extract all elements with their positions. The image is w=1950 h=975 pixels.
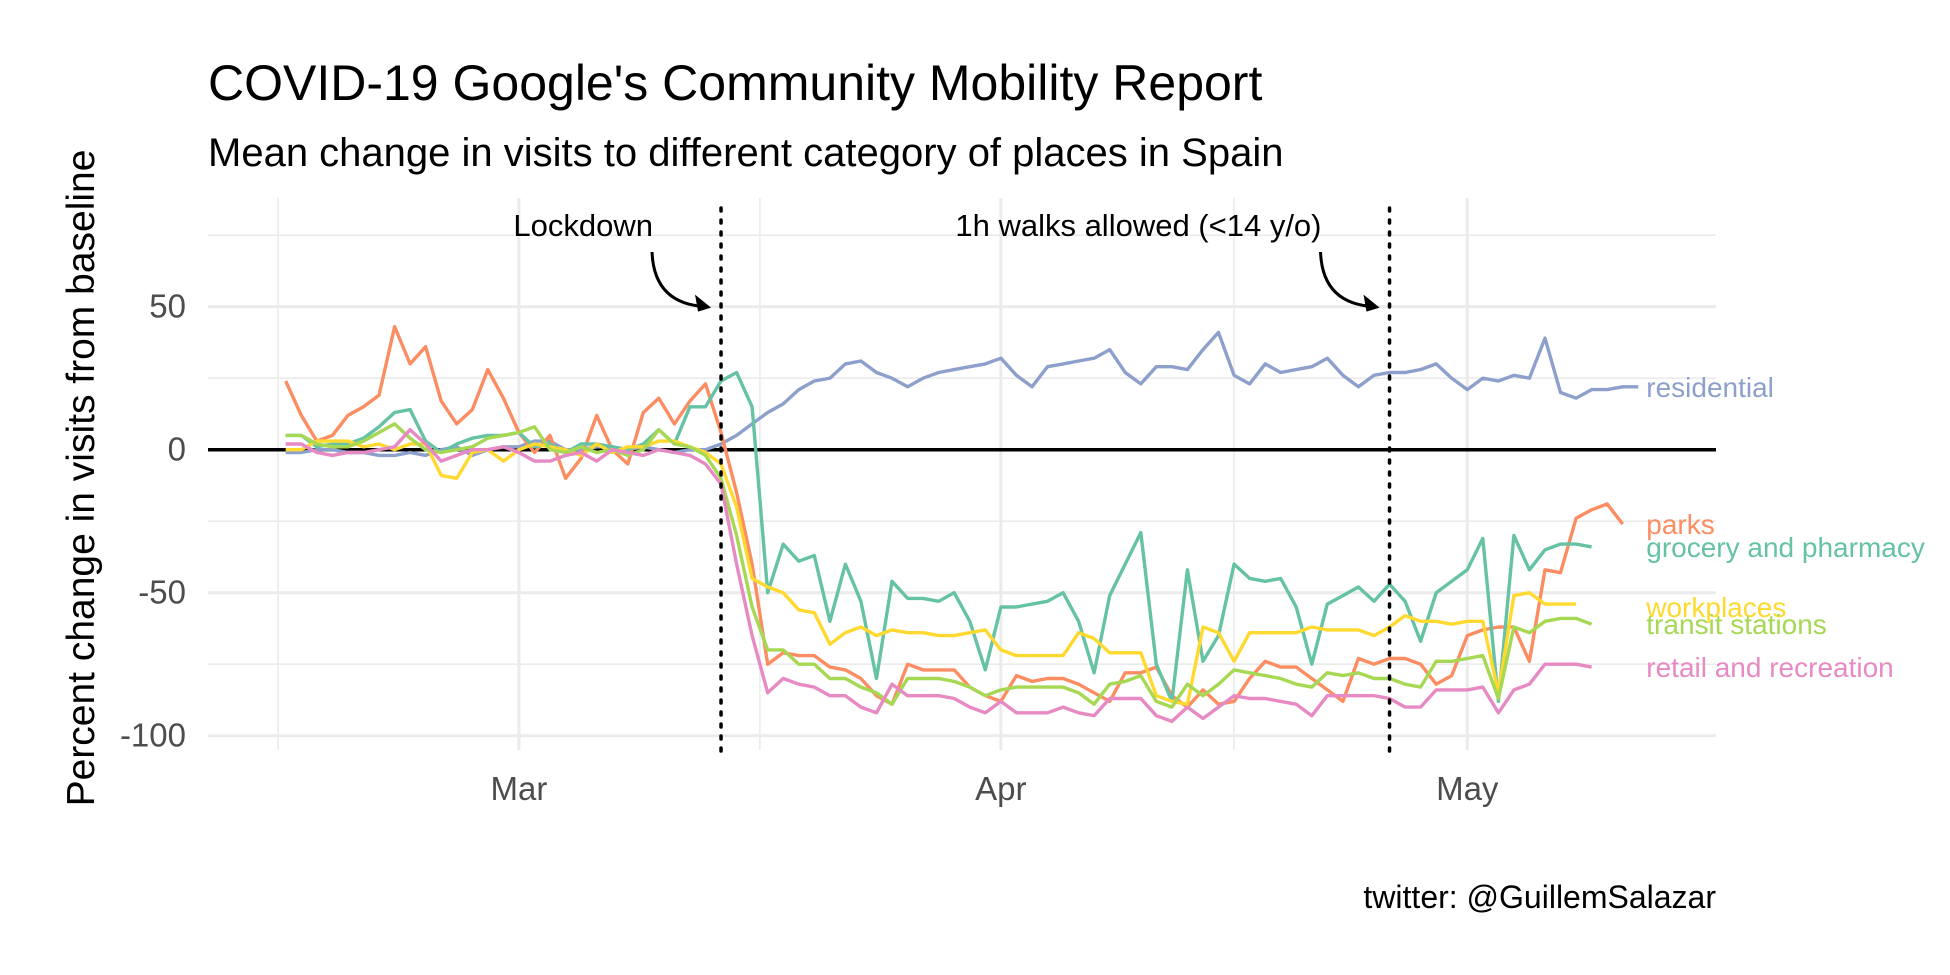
x-axis-ticks: Mar Apr May: [491, 770, 1499, 807]
chart-caption: twitter: @GuillemSalazar: [1363, 879, 1716, 915]
event-markers: Lockdown 1h walks allowed (<14 y/o): [513, 206, 1392, 760]
series-line-retail-and-recreation: [285, 428, 1592, 724]
event-label: Lockdown: [513, 208, 653, 243]
event-arrow: [1319, 251, 1376, 309]
y-tick-label: -100: [120, 717, 186, 754]
end-label-workplaces: workplaces: [1645, 592, 1786, 623]
series-line-residential: [285, 330, 1639, 458]
y-tick-label: 0: [168, 431, 186, 468]
event-arrowhead: [695, 294, 712, 312]
end-label-retail-and-recreation: retail and recreation: [1646, 652, 1893, 683]
series-line-parks: [284, 325, 1625, 709]
series-line-transit-stations: [285, 422, 1593, 709]
series-lines: [284, 325, 1639, 724]
event-arrow: [650, 251, 708, 309]
x-tick-label: Mar: [491, 770, 548, 807]
y-axis-ticks: 50 0 -50 -100: [120, 288, 186, 754]
series-line-grocery-and-pharmacy: [285, 370, 1592, 704]
end-label-grocery-and-pharmacy: grocery and pharmacy: [1646, 532, 1925, 563]
event-label: 1h walks allowed (<14 y/o): [955, 208, 1321, 243]
series-line-workplaces: [285, 439, 1577, 706]
chart-title: COVID-19 Google's Community Mobility Rep…: [208, 55, 1262, 111]
x-tick-label: Apr: [975, 770, 1026, 807]
end-label-residential: residential: [1646, 372, 1774, 403]
end-label-transit-stations: transit stations: [1646, 609, 1827, 640]
x-tick-label: May: [1436, 770, 1499, 807]
y-axis-label: Percent change in visits from baseline: [60, 150, 103, 807]
plot-grid: [208, 198, 1716, 750]
y-tick-label: 50: [149, 288, 186, 325]
event-arrowhead: [1363, 294, 1380, 312]
y-tick-label: -50: [138, 574, 186, 611]
end-label-parks: parks: [1646, 509, 1714, 540]
chart-subtitle: Mean change in visits to different categ…: [208, 131, 1283, 175]
